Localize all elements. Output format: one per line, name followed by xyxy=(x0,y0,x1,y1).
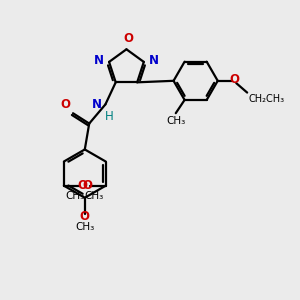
Text: O: O xyxy=(229,73,239,86)
Text: N: N xyxy=(92,98,102,112)
Text: CH₃: CH₃ xyxy=(166,116,185,125)
Text: O: O xyxy=(77,178,87,192)
Text: H: H xyxy=(105,110,113,123)
Text: N: N xyxy=(94,54,104,67)
Text: O: O xyxy=(80,209,90,223)
Text: O: O xyxy=(123,32,133,45)
Text: N: N xyxy=(149,54,159,67)
Text: CH₃: CH₃ xyxy=(66,191,85,201)
Text: CH₃: CH₃ xyxy=(85,191,104,201)
Text: CH₂CH₃: CH₂CH₃ xyxy=(249,94,285,104)
Text: O: O xyxy=(82,178,92,192)
Text: O: O xyxy=(61,98,71,111)
Text: CH₃: CH₃ xyxy=(75,223,94,232)
